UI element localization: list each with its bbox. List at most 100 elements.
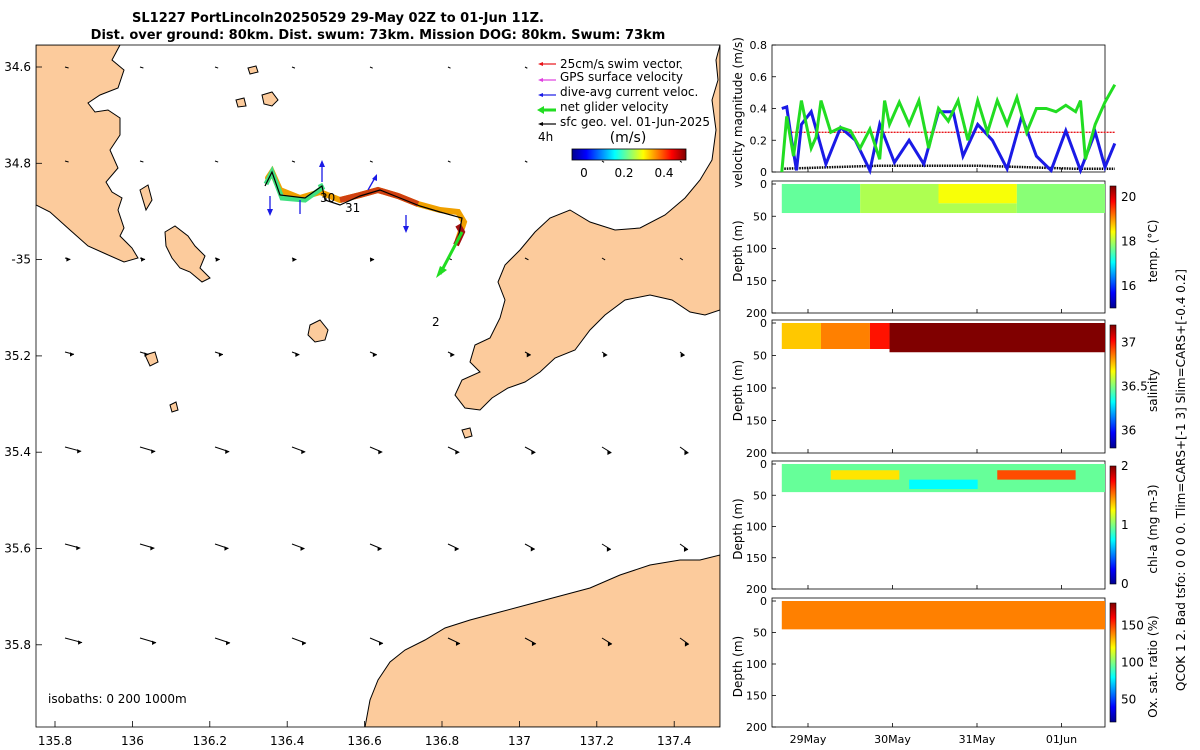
geo-velocity-arrow [64,160,69,163]
geo-velocity-arrowhead [378,641,383,646]
geo-velocity-arrowhead [454,546,459,552]
colorbar-tick-label: 2 [1121,459,1129,473]
depth-tick-label: 100 [746,382,767,395]
geo-velocity-arrowhead [526,352,531,358]
temperature-panel: 0 50 100 150 200 Depth (m) 16 18 20 temp. (°C) [731,178,1160,320]
velocity-series-2 [781,164,1115,171]
depth-tick-label: 200 [746,721,767,734]
heatmap-cell [781,184,861,214]
geo-velocity-arrow [369,160,373,163]
geo-velocity-arrow [679,351,685,356]
map-x-axis: 135.8 136 136.2 136.4 136.6 136.8 137 137.2 137.… [38,721,691,748]
geo-velocity-arrowhead [370,257,375,262]
depth-tick-label: 50 [753,627,767,640]
depth-tick-label: 100 [746,521,767,534]
geo-velocity-arrowhead [531,450,536,455]
geo-velocity-arrowhead [372,352,377,358]
colorbar-tick-0.2: 0.2 [614,166,633,180]
map-xtick-label: 136.4 [270,734,304,748]
geo-velocity-arrow [679,66,683,69]
time-series-panels: 0 0.2 0.4 0.6 0.8 velocity magnitude (m/s) 0 50… [731,37,1160,746]
land-kangaroo-island [364,554,720,727]
colorbar-tick-label: 36.5 [1121,380,1148,394]
geo-velocity-arrowhead [76,545,81,551]
map-legend: 25cm/s swim vector GPS surface velocity … [537,57,710,180]
depth-ylabel: Depth (m) [731,220,745,281]
geo-velocity-arrowhead [378,449,383,455]
map-xtick-label: 136.8 [425,734,459,748]
map-xtick-label: 136.6 [347,734,381,748]
time-tick-label: 29May [790,733,827,746]
depth-tick-label: 150 [746,690,767,703]
map-frame [35,44,721,728]
land-eyre-peninsula [36,45,139,263]
geo-velocity-arrowhead [70,352,74,357]
colorbar-tick-label: 0 [1121,577,1129,591]
map-xtick-label: 136 [121,734,144,748]
geo-velocity-arrowhead [377,546,382,552]
colorbar-tick-0: 0 [580,166,588,180]
geo-velocity-arrowhead [455,450,460,455]
geo-velocity-arrow [601,637,613,645]
map-xtick-label: 137.4 [657,734,691,748]
geo-velocity-arrow [601,446,612,454]
depth-tick-label: 50 [753,350,767,363]
colorbar-tick-label: 16 [1121,279,1136,293]
geo-velocity-arrowhead [292,257,297,262]
map-ytick-label: 35.2 [4,349,31,363]
geo-velocity-arrowhead [141,257,146,262]
geo-velocity-arrowhead [607,450,612,456]
colorbar-tick-label: 1 [1121,518,1129,532]
legend-gps-velocity: GPS surface velocity [560,70,683,84]
dac-arrowhead-2 [267,209,273,216]
depth-tick-label: 0 [760,595,767,608]
land-island-6 [144,351,159,367]
legend-net-glider-velocity: net glider velocity [560,100,668,114]
depth-ylabel: Depth (m) [731,636,745,697]
map-ytick-label: 35.6 [4,542,31,556]
geo-velocity-arrowhead [151,449,156,454]
geo-velocity-arrow [679,446,689,454]
depth-tick-label: 0 [760,458,767,471]
time-tick-label: 30May [874,733,911,746]
geo-velocity-arrow [139,66,144,69]
heatmap-cell [938,184,1017,204]
colorbar-tick-label: 18 [1121,234,1136,248]
geo-velocity-arrow [524,160,528,163]
net-velocity-arrowhead [436,266,447,278]
geo-velocity-arrowhead [77,449,82,454]
isobaths-label: isobaths: 0 200 1000m [48,692,187,706]
colorbar-tick-0.4: 0.4 [654,166,673,180]
depth-tick-label: 200 [746,583,767,596]
heatmap-cell [860,184,939,214]
colorbar-tick-label: 50 [1121,693,1136,707]
land-island-4 [261,91,279,107]
day-label-2: 2 [432,315,440,329]
geo-velocity-arrow [679,543,689,551]
heatmap-cell [997,470,1076,480]
day-label-31: 31 [345,201,360,215]
geo-velocity-arrowhead [683,547,688,552]
depth-tick-label: 50 [753,489,767,502]
land-island-9 [247,65,259,75]
geo-velocity-arrow [524,66,528,69]
heatmap-cell [781,601,1105,630]
day-label-30: 30 [320,191,335,205]
depth-ylabel: Depth (m) [731,498,745,559]
colorbar-label: salinity [1146,369,1160,412]
geo-velocity-arrow [447,160,451,163]
heatmap-cell [830,470,900,480]
geo-velocity-arrow [369,66,373,69]
geo-velocity-arrowhead [607,641,612,647]
geo-velocity-arrowhead [295,352,300,357]
geo-velocity-arrowhead [224,546,229,551]
land-island-3 [307,319,329,343]
depth-tick-label: 0 [760,178,767,191]
velocity-ytick-label: 0.2 [750,134,768,147]
time-tick-label: 31May [959,733,996,746]
colorbar-tick-label: 37 [1121,336,1136,350]
title-line-2: Dist. over ground: 80km. Dist. swum: 73k… [91,28,666,43]
geo-velocity-arrow [139,160,144,163]
geo-velocity-arrowhead [66,257,71,262]
geo-velocity-arrowhead [455,641,460,646]
